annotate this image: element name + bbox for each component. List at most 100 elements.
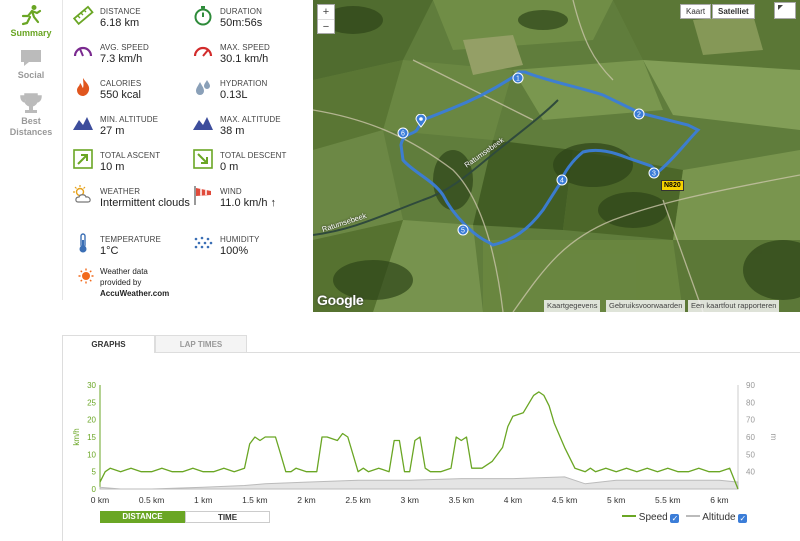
route-marker-2[interactable]: 2	[633, 107, 645, 125]
mountain-icon	[193, 117, 213, 130]
zoom-out-button[interactable]: −	[318, 19, 334, 34]
route-marker-5[interactable]: 5	[457, 223, 469, 241]
svg-text:5: 5	[461, 228, 465, 235]
stat-distance: DISTANCE 6.18 km	[72, 2, 192, 36]
y-left-tick-label: 5	[92, 468, 97, 477]
stat-label: MIN. ALTITUDE	[100, 115, 159, 124]
route-path	[399, 70, 701, 247]
nav-item-summary[interactable]: Summary	[0, 4, 62, 38]
satellite-imagery	[313, 0, 800, 312]
stat-label: AVG. SPEED	[100, 43, 149, 52]
stat-label: MAX. SPEED	[220, 43, 270, 52]
x-tick-label: 4.5 km	[552, 495, 578, 505]
y-right-tick-label: 60	[746, 433, 755, 442]
stat-label: DURATION	[220, 7, 262, 16]
humidity-dots-icon	[194, 236, 213, 249]
trophy-icon	[20, 93, 42, 113]
stat-label: TEMPERATURE	[100, 235, 161, 244]
stat-temperature: TEMPERATURE 1°C	[72, 230, 192, 264]
report-map-error-link[interactable]: Een kaartfout rapporteren	[688, 300, 780, 312]
legend-speed-label: Speed	[638, 512, 668, 523]
stat-max-speed: MAX. SPEED 30.1 km/h	[192, 38, 312, 72]
speed-checkbox[interactable]: ✓	[670, 514, 680, 523]
tab-graphs[interactable]: GRAPHS	[62, 335, 155, 353]
arrow-down-right-icon	[193, 149, 213, 169]
stat-value: 50m:56s	[220, 17, 263, 29]
x-tick-label: 0 km	[91, 495, 109, 505]
speed-altitude-chart: 0 5 10 15 20 25 30 40 50 60 70 80 90 km/h m 0 km 0.5 km 1…	[72, 381, 778, 505]
legend-speed-swatch	[622, 515, 636, 517]
accuweather-credit: Weather data provided by AccuWeather.com	[100, 266, 220, 299]
x-tick-label: 5.5 km	[655, 495, 681, 505]
zoom-control: + −	[317, 4, 335, 34]
speed-line	[99, 391, 739, 490]
ruler-icon	[72, 5, 94, 26]
nav-label-social: Social	[17, 70, 45, 80]
route-marker-6[interactable]: 6	[397, 126, 409, 144]
y-right-tick-label: 70	[746, 416, 755, 425]
partly-cloudy-icon	[73, 185, 91, 203]
nav-label-summary: Summary	[10, 28, 52, 38]
terms-of-use-link[interactable]: Gebruiksvoorwaarden	[606, 300, 686, 312]
stat-avg-speed: AVG. SPEED 7.3 km/h	[72, 38, 192, 72]
start-pin-icon[interactable]	[415, 113, 427, 133]
y-right-tick-label: 50	[746, 450, 755, 459]
stat-label: TOTAL DESCENT	[220, 151, 287, 160]
route-marker-1[interactable]: 1	[512, 71, 524, 89]
legend-speed[interactable]: Speed ✓	[622, 512, 680, 523]
google-logo: Google	[317, 292, 364, 308]
route-marker-3[interactable]: 3	[648, 166, 660, 184]
distance-toggle[interactable]: DISTANCE	[100, 511, 185, 523]
stat-value: 11.0 km/h ↑	[220, 197, 277, 209]
y-right-tick-label: 40	[746, 468, 755, 477]
stat-value: 550 kcal	[100, 89, 141, 101]
stat-label: WEATHER	[100, 187, 141, 196]
time-toggle[interactable]: TIME	[185, 511, 270, 523]
stat-label: HYDRATION	[220, 79, 268, 88]
legend-altitude[interactable]: Altitude ✓	[686, 512, 748, 523]
map-type-satellite-button[interactable]: Satelliet	[712, 4, 755, 19]
runner-icon	[21, 5, 42, 26]
y-left-tick-label: 10	[87, 450, 96, 459]
legend-altitude-label: Altitude	[702, 512, 736, 523]
graph-panel	[62, 352, 800, 541]
stat-humidity: HUMIDITY 100%	[192, 230, 312, 264]
map-data-link[interactable]: Kaartgegevens	[544, 300, 601, 312]
stat-weather: WEATHER Intermittent clouds	[72, 182, 192, 230]
route-map[interactable]: 1 2 3 4 5 6 Ratumsebeek Ratumsebeek N820…	[313, 0, 800, 312]
svg-text:4: 4	[560, 178, 564, 185]
stat-value: 7.3 km/h	[100, 53, 143, 65]
stat-total-ascent: TOTAL ASCENT 10 m	[72, 146, 192, 180]
x-tick-label: 2 km	[297, 495, 315, 505]
altitude-checkbox[interactable]: ✓	[738, 514, 748, 523]
windsock-icon	[194, 186, 211, 205]
accuweather-link[interactable]: AccuWeather.com	[100, 289, 170, 298]
tab-lap-times[interactable]: LAP TIMES	[155, 335, 247, 353]
y-left-tick-label: 0	[92, 485, 97, 494]
accuweather-line-2: provided by	[100, 278, 142, 287]
x-tick-label: 4 km	[504, 495, 522, 505]
stat-value: 1°C	[100, 245, 119, 257]
y-left-tick-label: 25	[87, 398, 96, 407]
accuweather-line-1: Weather data	[100, 267, 148, 276]
zoom-in-button[interactable]: +	[322, 6, 330, 18]
y-right-tick-label: 80	[746, 398, 755, 407]
map-type-kaart-button[interactable]: Kaart	[680, 4, 712, 19]
x-tick-label: 2.5 km	[345, 495, 371, 505]
stat-value: 100%	[220, 245, 249, 257]
mountain-icon	[73, 117, 93, 130]
x-tick-label: 6 km	[710, 495, 728, 505]
x-tick-label: 1.5 km	[242, 495, 268, 505]
flame-icon	[77, 78, 90, 96]
fullscreen-button[interactable]	[774, 2, 796, 19]
nav-item-best-distances[interactable]: Best Distances	[0, 92, 62, 138]
accuweather-sun-icon	[78, 268, 94, 284]
stat-label: WIND	[220, 187, 242, 196]
route-marker-4[interactable]: 4	[556, 173, 568, 191]
speedometer-icon	[73, 46, 93, 57]
x-tick-label: 1 km	[194, 495, 212, 505]
stat-value: 38 m	[220, 125, 245, 137]
nav-divider	[62, 0, 63, 300]
nav-item-social[interactable]: Social	[0, 48, 62, 80]
